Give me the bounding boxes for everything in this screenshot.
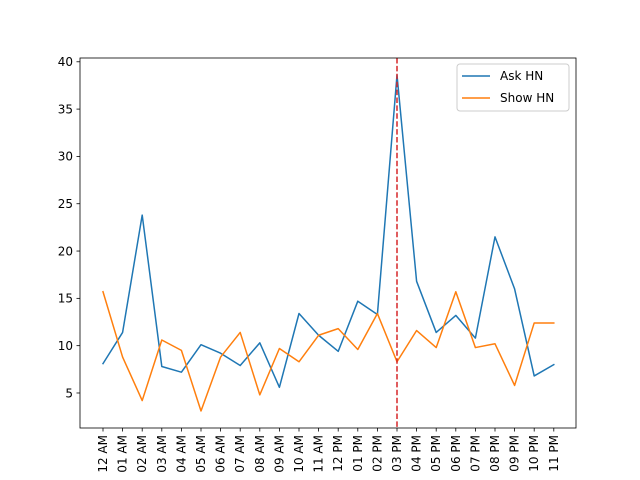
- y-tick-label-10: 10: [58, 339, 73, 353]
- y-axis: 5 10 15 20 25 30 35 40: [58, 55, 80, 400]
- x-tick-label-08-am: 08 AM: [253, 435, 267, 473]
- x-tick-label-12-pm: 12 PM: [331, 435, 345, 472]
- x-tick-label-10-am: 10 AM: [292, 435, 306, 473]
- x-tick-label-10-pm: 10 PM: [527, 435, 541, 472]
- series-line-ask-hn: [101, 74, 555, 389]
- x-tick-label-06-pm: 06 PM: [449, 435, 463, 472]
- x-tick-label-02-pm: 02 PM: [370, 435, 384, 472]
- x-tick-label-06-am: 06 AM: [214, 435, 228, 473]
- x-tick-label-09-pm: 09 PM: [508, 435, 522, 472]
- x-tick-label-08-pm: 08 PM: [488, 435, 502, 472]
- x-tick-label-01-am: 01 AM: [116, 435, 130, 473]
- x-tick-label-07-am: 07 AM: [233, 435, 247, 473]
- x-tick-label-05-am: 05 AM: [194, 435, 208, 473]
- x-tick-label-11-am: 11 AM: [312, 435, 326, 473]
- x-tick-label-04-am: 04 AM: [174, 435, 188, 473]
- y-tick-label-20: 20: [58, 244, 73, 258]
- y-tick-label-15: 15: [58, 292, 73, 306]
- x-tick-label-04-pm: 04 PM: [410, 435, 424, 472]
- legend-label-ask-hn: Ask HN: [500, 69, 543, 83]
- plot-area: [80, 58, 576, 428]
- legend-label-show-hn: Show HN: [500, 91, 554, 105]
- x-tick-label-03-pm: 03 PM: [390, 435, 404, 472]
- x-axis: 12 AM 01 AM 02 AM 03 AM 04 AM 05 AM 06 AM 07 AM…: [96, 428, 561, 473]
- plot-frame: [79, 57, 577, 429]
- y-tick-label-35: 35: [58, 102, 73, 116]
- series-line-show-hn: [102, 290, 555, 412]
- legend: Ask HN Show HN: [456, 63, 570, 112]
- y-tick-label-40: 40: [58, 55, 73, 69]
- lines-layer: [101, 74, 555, 412]
- x-tick-label-09-am: 09 AM: [272, 435, 286, 473]
- x-tick-label-01-pm: 01 PM: [351, 435, 365, 472]
- x-tick-label-05-pm: 05 PM: [429, 435, 443, 472]
- x-tick-label-07-pm: 07 PM: [468, 435, 482, 472]
- x-tick-label-03-am: 03 AM: [155, 435, 169, 473]
- y-tick-label-30: 30: [58, 150, 73, 164]
- y-tick-label-5: 5: [65, 386, 73, 400]
- x-tick-label-11-pm: 11 PM: [547, 435, 561, 472]
- x-tick-label-02-am: 02 AM: [135, 435, 149, 473]
- y-tick-label-25: 25: [58, 197, 73, 211]
- x-tick-label-12-am: 12 AM: [96, 435, 110, 473]
